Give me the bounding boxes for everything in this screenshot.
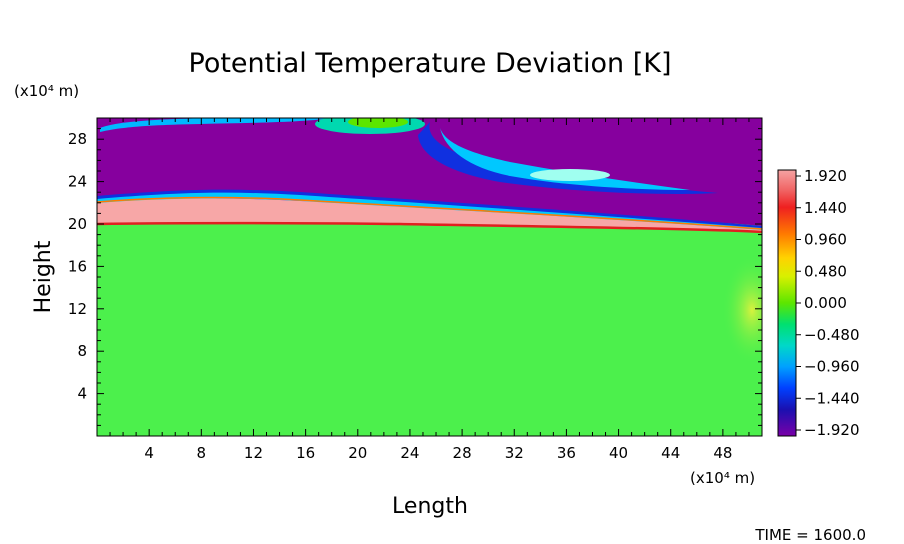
colorbar-label: 0.960 — [804, 231, 847, 249]
y-tick-label: 12 — [68, 300, 87, 318]
axis-ticks — [97, 118, 762, 436]
colorbar — [777, 169, 797, 437]
y-tick-label: 20 — [68, 215, 87, 233]
y-axis-label: Height — [31, 240, 56, 313]
field-blue-band — [97, 189, 762, 230]
x-tick-label: 48 — [713, 444, 732, 462]
field-yellow-patch — [722, 255, 762, 365]
y-axis-unit: (x10⁴ m) — [14, 82, 79, 100]
x-tick-label: 36 — [557, 444, 576, 462]
x-tick-label: 24 — [400, 444, 419, 462]
chart-title: Potential Temperature Deviation [K] — [189, 48, 672, 79]
field-plume-core — [530, 169, 610, 181]
colorbar-label: −0.960 — [804, 358, 860, 376]
x-tick-label: 4 — [144, 444, 154, 462]
colorbar-label: −1.920 — [804, 421, 860, 439]
x-axis-unit: (x10⁴ m) — [690, 469, 755, 487]
colorbar-label: 0.480 — [804, 262, 847, 280]
colorbar-label: 0.000 — [804, 294, 847, 312]
field-warm-band — [97, 198, 762, 232]
colorbar-label: 1.920 — [804, 167, 847, 185]
y-tick-label: 8 — [77, 342, 87, 360]
x-tick-label: 44 — [661, 444, 680, 462]
field-orange-edge — [97, 196, 762, 230]
x-tick-label: 32 — [505, 444, 524, 462]
time-label: TIME = 1600.0 — [754, 526, 866, 544]
y-tick-label: 16 — [68, 257, 87, 275]
colorbar-label: 1.440 — [804, 199, 847, 217]
heatmap-field — [97, 118, 762, 436]
field-top-streak — [100, 118, 330, 132]
x-tick-label: 28 — [453, 444, 472, 462]
y-tick-label: 24 — [68, 173, 87, 191]
y-tick-labels: 4 8 12 16 20 24 28 — [68, 130, 87, 402]
y-tick-label: 28 — [68, 130, 87, 148]
colorbar-labels: 1.920 1.440 0.960 0.480 0.000 −0.480 −0.960 −1.… — [796, 167, 860, 439]
y-tick-label: 4 — [77, 385, 87, 403]
x-tick-label: 8 — [197, 444, 207, 462]
x-tick-label: 40 — [609, 444, 628, 462]
field-plume-outer — [418, 122, 718, 194]
x-tick-label: 20 — [348, 444, 367, 462]
x-axis-label: Length — [392, 494, 468, 519]
colorbar-label: −1.440 — [804, 389, 860, 407]
field-red-edge — [97, 222, 762, 234]
x-tick-labels: 4 8 12 16 20 24 28 32 36 40 44 48 — [144, 444, 732, 462]
x-tick-label: 12 — [244, 444, 263, 462]
colorbar-label: −0.480 — [804, 326, 860, 344]
field-top-green — [348, 118, 408, 128]
x-tick-label: 16 — [296, 444, 315, 462]
